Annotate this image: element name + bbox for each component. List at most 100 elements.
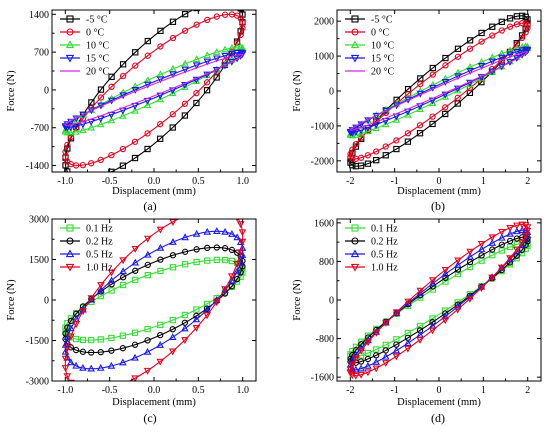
series-marker bbox=[97, 285, 105, 293]
x-tick-label: 1 bbox=[481, 385, 486, 396]
series-marker bbox=[346, 366, 355, 374]
series-marker bbox=[221, 256, 229, 264]
series-marker bbox=[372, 329, 381, 337]
series-marker bbox=[169, 237, 177, 245]
series-marker bbox=[144, 145, 151, 153]
series-marker bbox=[238, 229, 247, 237]
series-marker bbox=[181, 11, 189, 18]
series-marker bbox=[108, 287, 115, 294]
series-marker bbox=[131, 353, 139, 361]
y-tick-label: -1600 bbox=[311, 373, 334, 384]
legend-marker bbox=[65, 249, 75, 258]
series-marker bbox=[131, 245, 140, 253]
series-marker bbox=[373, 148, 380, 155]
series-marker bbox=[453, 306, 462, 314]
series-marker bbox=[97, 292, 105, 300]
series-marker bbox=[79, 308, 87, 316]
series-marker bbox=[132, 276, 139, 284]
series-marker bbox=[466, 248, 474, 256]
series-marker bbox=[357, 358, 365, 365]
legend: -5 °C 0 °C 10 °C 15 °C 20 °C bbox=[345, 15, 394, 78]
series-marker bbox=[506, 15, 514, 22]
legend-label: 10 °C bbox=[86, 41, 109, 52]
series-marker bbox=[203, 227, 212, 235]
legend-marker bbox=[66, 224, 74, 232]
series-marker bbox=[513, 227, 521, 235]
series-marker bbox=[442, 54, 449, 62]
y-tick-label: 700 bbox=[34, 48, 49, 59]
series-marker bbox=[382, 152, 389, 159]
series-marker bbox=[203, 58, 212, 66]
y-tick-label: -3000 bbox=[26, 377, 49, 388]
series-marker bbox=[119, 345, 127, 352]
series-marker bbox=[498, 233, 506, 241]
series-marker bbox=[97, 94, 105, 101]
series-marker bbox=[144, 261, 151, 268]
series-marker bbox=[416, 105, 424, 112]
series-marker bbox=[144, 250, 152, 258]
series-marker bbox=[204, 207, 210, 212]
chart-panel-c: -1.0 -0.5 0.0 0.5 1.0 -3000 -1500 0 1500 3000 Disp… bbox=[6, 206, 257, 425]
series-marker bbox=[193, 89, 200, 97]
legend-marker bbox=[351, 15, 359, 23]
series-marker bbox=[392, 353, 401, 361]
series-marker bbox=[441, 74, 450, 82]
series-marker bbox=[119, 274, 127, 281]
series-marker bbox=[454, 73, 462, 81]
series-marker bbox=[119, 358, 127, 366]
series-marker bbox=[373, 157, 380, 164]
series-marker bbox=[466, 63, 474, 70]
series-marker bbox=[194, 209, 200, 214]
series-marker bbox=[233, 42, 241, 50]
series-marker bbox=[181, 100, 189, 107]
series-marker bbox=[404, 110, 412, 118]
series-marker bbox=[214, 206, 220, 211]
series-marker bbox=[229, 0, 234, 4]
series-marker bbox=[205, 1, 210, 6]
x-tick-label: -1 bbox=[390, 176, 398, 187]
series-group bbox=[61, 206, 247, 381]
panel-caption: (d) bbox=[431, 411, 445, 425]
series-marker bbox=[119, 257, 127, 265]
series-marker bbox=[237, 10, 244, 12]
series-marker bbox=[156, 358, 164, 366]
series-marker bbox=[87, 364, 95, 372]
series-marker bbox=[168, 333, 177, 340]
series-marker bbox=[364, 152, 372, 159]
series-marker bbox=[181, 112, 189, 119]
series-marker bbox=[429, 277, 437, 285]
series-marker bbox=[72, 321, 81, 328]
series-marker bbox=[181, 66, 189, 74]
series-marker bbox=[203, 312, 211, 320]
series-marker bbox=[392, 309, 401, 317]
series-marker bbox=[349, 155, 356, 162]
series-marker bbox=[392, 115, 401, 123]
series-marker bbox=[442, 274, 449, 281]
series-marker bbox=[213, 47, 221, 55]
series-marker bbox=[233, 39, 241, 47]
series-marker bbox=[181, 248, 189, 255]
series-marker bbox=[404, 90, 412, 97]
legend-label: 10 °C bbox=[371, 41, 394, 52]
series-marker bbox=[131, 86, 140, 94]
series-marker bbox=[181, 324, 189, 332]
plot-frame bbox=[51, 9, 257, 173]
y-tick-label: -2000 bbox=[311, 156, 334, 167]
series-marker bbox=[169, 124, 176, 131]
series-marker bbox=[61, 355, 70, 363]
series-marker bbox=[88, 336, 95, 344]
series-marker bbox=[192, 229, 201, 237]
series-marker bbox=[132, 267, 139, 274]
series-marker bbox=[169, 326, 176, 333]
series-marker bbox=[454, 53, 462, 60]
series-marker bbox=[416, 289, 425, 297]
series-marker bbox=[454, 270, 462, 278]
series-marker bbox=[87, 123, 95, 131]
series-marker bbox=[404, 138, 412, 145]
series-marker bbox=[454, 257, 462, 265]
series-marker bbox=[144, 130, 151, 137]
series-marker bbox=[169, 71, 177, 79]
x-tick-label: 1.0 bbox=[236, 385, 249, 396]
legend-label: 0.2 Hz bbox=[86, 237, 113, 248]
series-marker bbox=[513, 49, 521, 56]
